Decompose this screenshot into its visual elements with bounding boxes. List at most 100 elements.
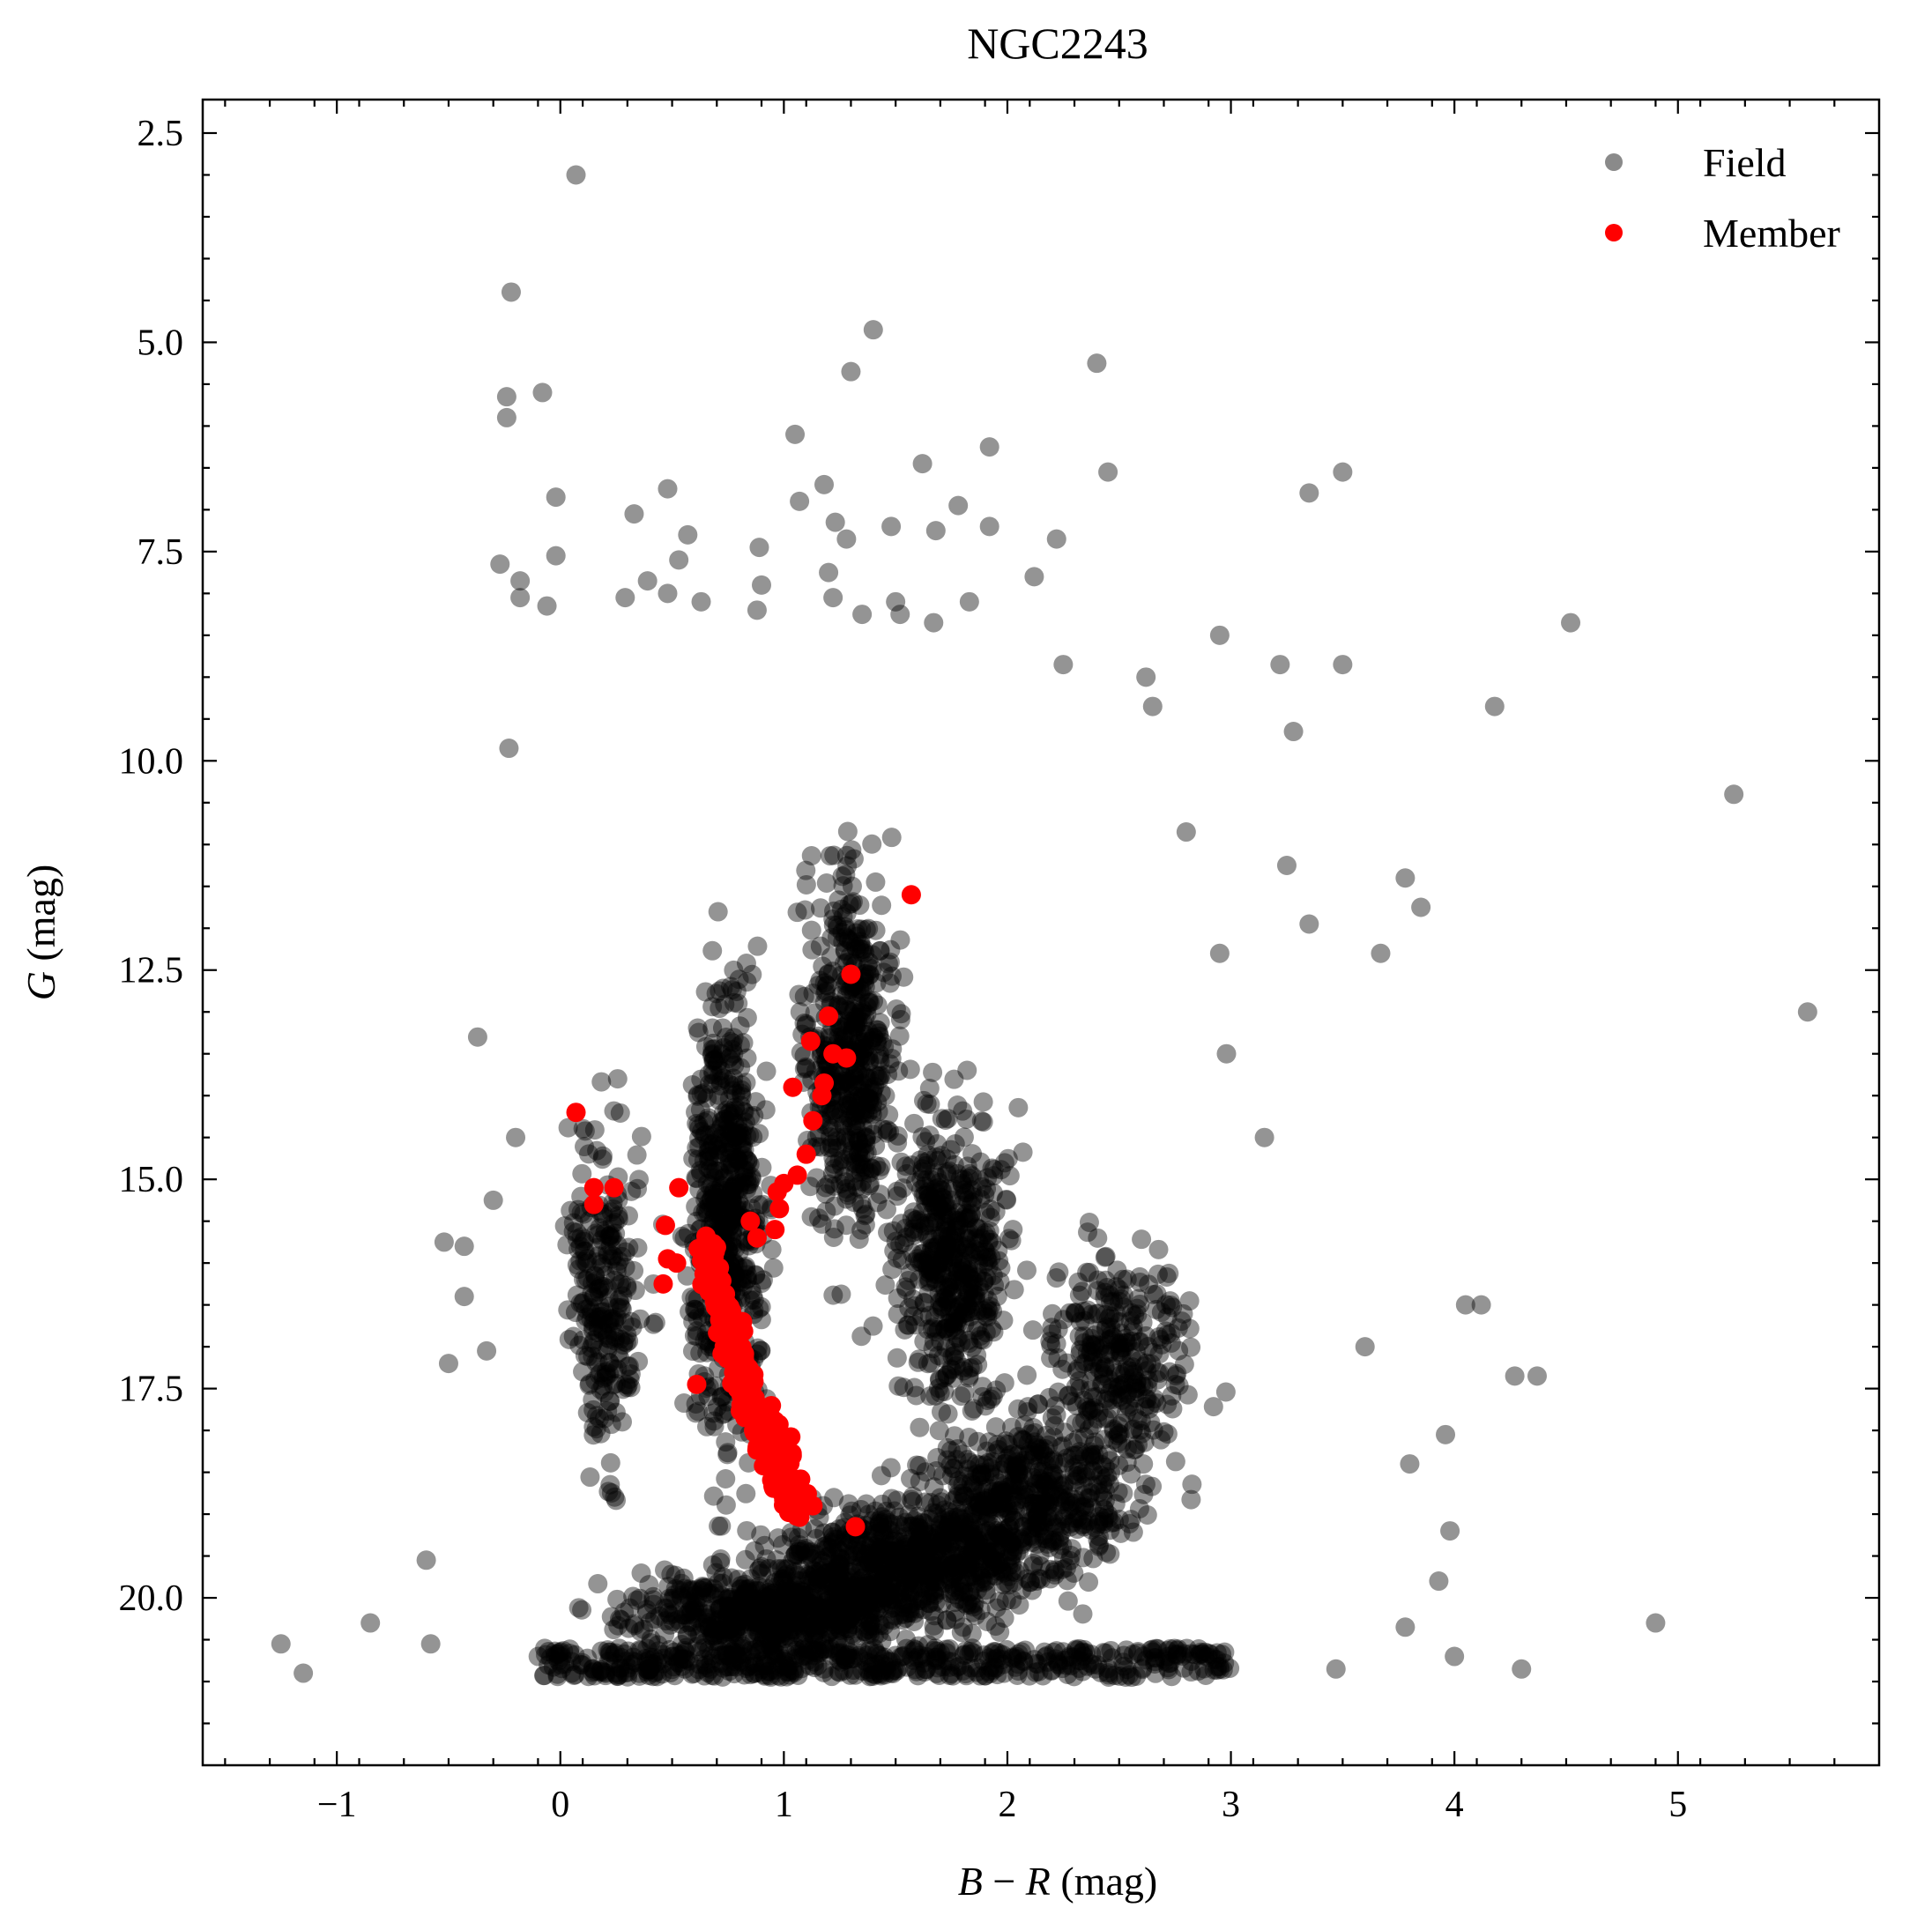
field-point (722, 1614, 742, 1634)
field-point (794, 1597, 814, 1617)
field-point (747, 1580, 768, 1600)
field-point (769, 1619, 789, 1639)
field-point (691, 591, 711, 612)
field-point (1044, 1562, 1065, 1582)
field-point (866, 1600, 886, 1620)
field-point (842, 840, 862, 860)
field-point (732, 1638, 753, 1659)
field-point (1505, 1366, 1525, 1386)
field-point (994, 1373, 1014, 1393)
member-point (669, 1177, 689, 1198)
field-point (1075, 1514, 1096, 1534)
field-point (692, 1617, 712, 1637)
field-point (816, 1584, 836, 1604)
field-point (483, 1190, 503, 1210)
field-point (755, 1586, 776, 1607)
field-point (940, 1584, 961, 1604)
field-point (768, 1624, 788, 1645)
field-point (787, 1565, 807, 1585)
member-point (655, 1215, 675, 1236)
field-point (621, 1654, 642, 1674)
field-point (760, 1636, 780, 1656)
field-point (510, 588, 531, 608)
field-point (1089, 1303, 1109, 1324)
field-point (802, 1567, 822, 1587)
field-point (496, 407, 516, 427)
field-point (752, 1556, 772, 1577)
member-point (741, 1378, 762, 1399)
field-point (1030, 1556, 1051, 1577)
field-point (762, 1588, 783, 1608)
field-point (669, 550, 689, 570)
field-point (781, 1585, 801, 1605)
field-point (754, 1606, 775, 1626)
field-point (859, 1176, 880, 1196)
field-point (790, 1615, 810, 1636)
field-point (887, 1568, 907, 1588)
field-point (772, 1599, 792, 1619)
field-point (748, 1581, 769, 1601)
field-point (776, 1587, 796, 1607)
field-point (817, 1591, 837, 1611)
field-point (803, 1596, 823, 1616)
field-point (566, 165, 586, 185)
field-point (814, 1608, 835, 1629)
field-point (708, 1610, 728, 1630)
field-point (875, 1587, 895, 1607)
field-point (1062, 1539, 1082, 1559)
field-point (758, 1600, 778, 1620)
field-point (838, 1619, 858, 1639)
field-point (787, 1645, 807, 1665)
field-point (765, 1583, 785, 1603)
field-point (697, 1607, 717, 1628)
field-point (673, 1605, 694, 1625)
field-point (890, 1587, 910, 1607)
field-point (741, 1167, 762, 1187)
field-point (753, 1659, 773, 1680)
field-point (1411, 897, 1431, 917)
field-point (790, 1580, 810, 1600)
field-point (971, 1111, 992, 1132)
field-point (1087, 353, 1107, 374)
field-point (771, 1617, 791, 1637)
field-point (776, 1594, 796, 1615)
field-point (583, 1425, 604, 1445)
field-point (787, 902, 807, 923)
field-point (693, 1576, 713, 1596)
field-point (943, 1521, 963, 1541)
field-point (537, 596, 557, 616)
field-point (768, 1559, 788, 1579)
field-point (1333, 462, 1353, 482)
field-point (710, 1625, 730, 1645)
field-point (985, 1275, 1005, 1296)
field-point (773, 1569, 793, 1589)
field-point (788, 1590, 808, 1610)
field-point (852, 605, 873, 625)
field-point (806, 1573, 827, 1593)
field-point (623, 1586, 643, 1607)
field-point (689, 1654, 710, 1674)
field-point (878, 1591, 898, 1611)
member-point (800, 1031, 821, 1051)
field-point (665, 1578, 686, 1599)
field-point (1173, 1303, 1193, 1324)
field-point (981, 1548, 1001, 1568)
field-point (695, 1614, 715, 1634)
field-point (851, 1499, 871, 1519)
field-point (883, 1598, 903, 1618)
field-point (836, 1634, 856, 1654)
field-point (805, 1570, 825, 1591)
field-point (717, 1637, 737, 1657)
field-point (912, 1512, 933, 1533)
field-point (855, 1214, 875, 1235)
member-point (744, 1398, 764, 1418)
field-point (630, 1309, 650, 1329)
field-point (729, 1616, 749, 1637)
field-point (1070, 1378, 1090, 1399)
field-point (656, 1611, 676, 1631)
field-point (785, 1622, 806, 1643)
field-point (719, 1596, 739, 1616)
field-point (655, 1560, 675, 1580)
field-point (830, 1595, 851, 1615)
field-point (1008, 1097, 1029, 1117)
